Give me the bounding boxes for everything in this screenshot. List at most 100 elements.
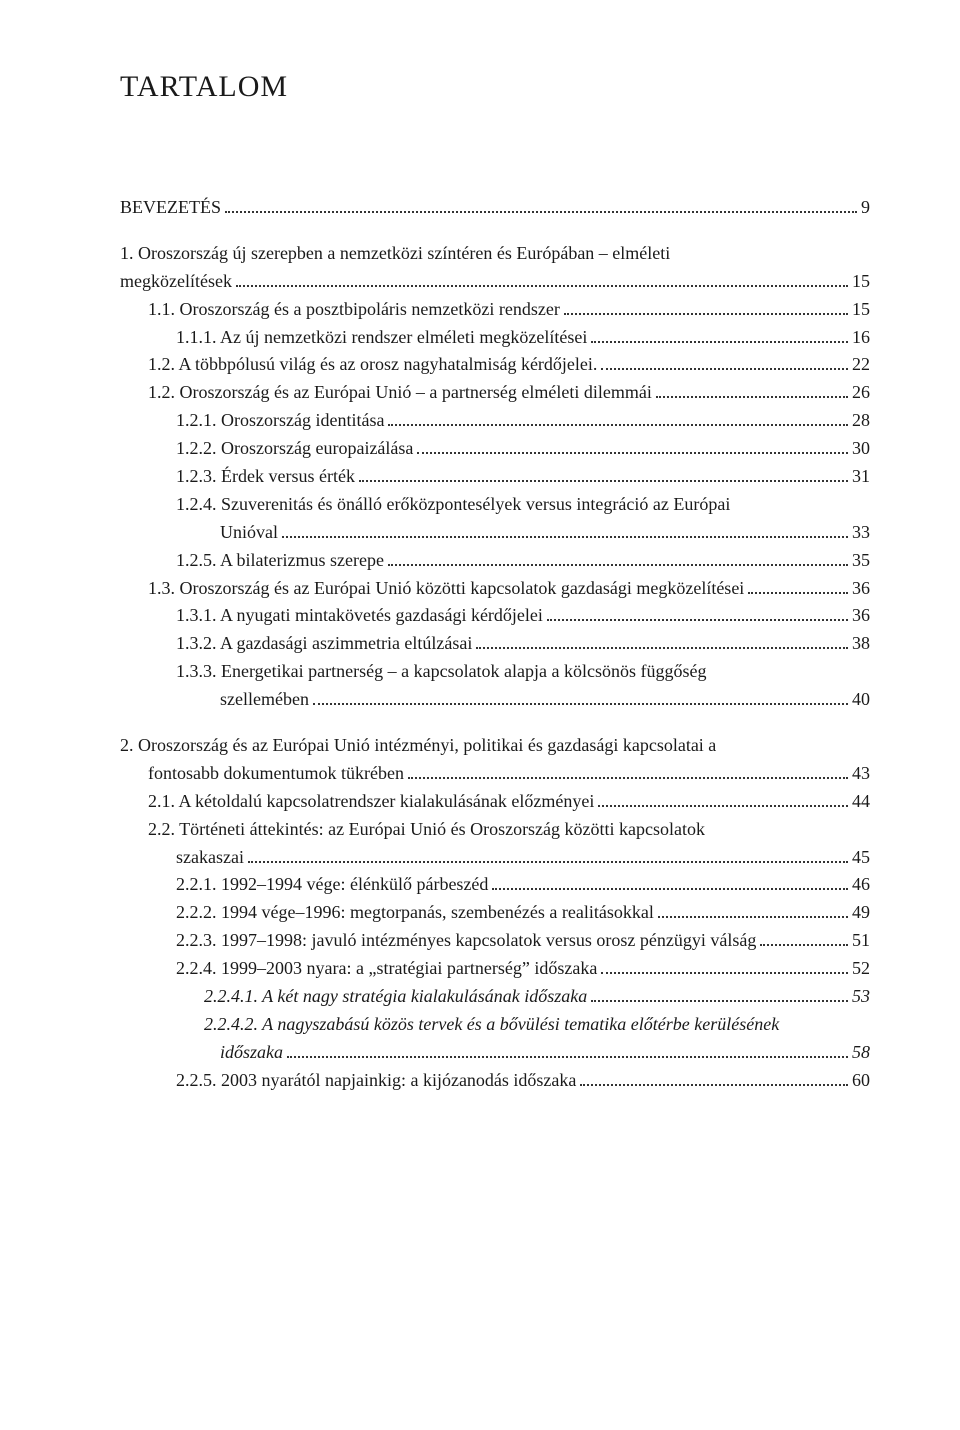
toc-leaders	[656, 384, 848, 399]
toc-page-number: 36	[852, 575, 870, 603]
toc-row: 1. Oroszország új szerepben a nemzetközi…	[120, 240, 870, 268]
toc-leaders	[658, 904, 848, 919]
toc-leaders	[591, 987, 848, 1002]
toc-page-number: 46	[852, 871, 870, 899]
toc-page-number: 45	[852, 844, 870, 872]
toc-row: 2.2.4.1. A két nagy stratégia kialakulás…	[120, 983, 870, 1011]
toc-leaders	[591, 328, 848, 343]
toc-page-number: 15	[852, 268, 870, 296]
toc-label: 2.2.1. 1992–1994 vége: élénkülő párbeszé…	[176, 871, 488, 899]
toc-leaders	[580, 1071, 848, 1086]
toc-row: 1.3.3. Energetikai partnerség – a kapcso…	[120, 658, 870, 686]
toc-page-number: 16	[852, 324, 870, 352]
toc-label: Unióval	[220, 519, 278, 547]
toc-page-number: 31	[852, 463, 870, 491]
toc-page-number: 22	[852, 351, 870, 379]
toc-leaders	[476, 635, 848, 650]
toc-label: időszaka	[220, 1039, 283, 1067]
toc-leaders	[236, 272, 848, 287]
toc-leaders	[388, 551, 848, 566]
toc-label: 2.1. A kétoldalú kapcsolatrendszer kiala…	[148, 788, 594, 816]
toc-row: 1.2.4. Szuverenitás és önálló erőközpont…	[120, 491, 870, 519]
toc-label: 2.2.4. 1999–2003 nyara: a „stratégiai pa…	[176, 955, 597, 983]
toc-label: 1.2.3. Érdek versus érték	[176, 463, 355, 491]
toc-label: 2.2. Történeti áttekintés: az Európai Un…	[148, 816, 705, 844]
toc-leaders	[225, 198, 857, 213]
toc-row: 2.2.4.2. A nagyszabású közös tervek és a…	[120, 1011, 870, 1039]
toc-page-number: 38	[852, 630, 870, 658]
toc-label: BEVEZETÉS	[120, 194, 221, 222]
toc-row: 2.2.4. 1999–2003 nyara: a „stratégiai pa…	[120, 955, 870, 983]
toc-row: 1.1. Oroszország és a posztbipoláris nem…	[120, 296, 870, 324]
toc-label: 1.2.5. A bilaterizmus szerepe	[176, 547, 384, 575]
toc-label: 2.2.5. 2003 nyarától napjainkig: a kijóz…	[176, 1067, 576, 1095]
toc-label: 2.2.4.2. A nagyszabású közös tervek és a…	[204, 1011, 779, 1039]
toc-leaders	[282, 523, 848, 538]
toc-page-number: 58	[852, 1039, 870, 1067]
toc-label: 2.2.2. 1994 vége–1996: megtorpanás, szem…	[176, 899, 654, 927]
toc-leaders	[248, 848, 848, 863]
toc-row: 2.2.3. 1997–1998: javuló intézményes kap…	[120, 927, 870, 955]
toc-label: 2. Oroszország és az Európai Unió intézm…	[120, 732, 716, 760]
toc-page-number: 40	[852, 686, 870, 714]
toc-label: szellemében	[220, 686, 309, 714]
toc-row: 1.2. A többpólusú világ és az orosz nagy…	[120, 351, 870, 379]
toc-leaders	[313, 691, 848, 706]
toc-page-number: 28	[852, 407, 870, 435]
toc-row: 1.2.3. Érdek versus érték 31	[120, 463, 870, 491]
toc-gap	[120, 714, 870, 732]
toc-page-number: 52	[852, 955, 870, 983]
toc-row: fontosabb dokumentumok tükrében 43	[120, 760, 870, 788]
toc-page-number: 49	[852, 899, 870, 927]
toc-gap	[120, 222, 870, 240]
toc-page-number: 51	[852, 927, 870, 955]
toc-label: 1.2.4. Szuverenitás és önálló erőközpont…	[176, 491, 730, 519]
toc-row: Unióval33	[120, 519, 870, 547]
toc-page-number: 35	[852, 547, 870, 575]
toc-label: 1.2.1. Oroszország identitása	[176, 407, 384, 435]
toc-label: 1.3.1. A nyugati mintakövetés gazdasági …	[176, 602, 543, 630]
toc-label: 2.2.4.1. A két nagy stratégia kialakulás…	[204, 983, 587, 1011]
toc-label: 1.3.2. A gazdasági aszimmetria eltúlzása…	[176, 630, 472, 658]
toc-page-number: 43	[852, 760, 870, 788]
toc-title: TARTALOM	[120, 70, 870, 104]
toc-list: BEVEZETÉS91. Oroszország új szerepben a …	[120, 194, 870, 1095]
toc-row: 1.2.2. Oroszország europaizálása 30	[120, 435, 870, 463]
toc-row: szakaszai45	[120, 844, 870, 872]
toc-page-number: 36	[852, 602, 870, 630]
toc-label: 1.3. Oroszország és az Európai Unió közö…	[148, 575, 744, 603]
toc-row: 1.1.1. Az új nemzetközi rendszer elmélet…	[120, 324, 870, 352]
toc-row: 2. Oroszország és az Európai Unió intézm…	[120, 732, 870, 760]
toc-row: 2.1. A kétoldalú kapcsolatrendszer kiala…	[120, 788, 870, 816]
toc-page-number: 30	[852, 435, 870, 463]
toc-label: 1.2. Oroszország és az Európai Unió – a …	[148, 379, 652, 407]
toc-page-number: 53	[852, 983, 870, 1011]
toc-leaders	[287, 1043, 848, 1058]
toc-row: 2.2.5. 2003 nyarától napjainkig: a kijóz…	[120, 1067, 870, 1095]
toc-leaders	[564, 300, 848, 315]
toc-label: fontosabb dokumentumok tükrében	[148, 760, 404, 788]
toc-row: szellemében 40	[120, 686, 870, 714]
toc-leaders	[598, 792, 848, 807]
toc-leaders	[601, 960, 848, 975]
toc-label: megközelítések	[120, 268, 232, 296]
toc-leaders	[601, 356, 848, 371]
toc-page-number: 15	[852, 296, 870, 324]
toc-label: 1.2.2. Oroszország europaizálása	[176, 435, 413, 463]
toc-row: 1.2.1. Oroszország identitása 28	[120, 407, 870, 435]
toc-row: 1.3.2. A gazdasági aszimmetria eltúlzása…	[120, 630, 870, 658]
toc-row: 1.2.5. A bilaterizmus szerepe 35	[120, 547, 870, 575]
toc-label: 1.1.1. Az új nemzetközi rendszer elmélet…	[176, 324, 587, 352]
toc-row: 1.2. Oroszország és az Európai Unió – a …	[120, 379, 870, 407]
toc-label: 1.3.3. Energetikai partnerség – a kapcso…	[176, 658, 707, 686]
toc-leaders	[547, 607, 848, 622]
toc-row: 2.2.2. 1994 vége–1996: megtorpanás, szem…	[120, 899, 870, 927]
toc-label: 2.2.3. 1997–1998: javuló intézményes kap…	[176, 927, 756, 955]
toc-row: 2.2.1. 1992–1994 vége: élénkülő párbeszé…	[120, 871, 870, 899]
toc-leaders	[748, 579, 848, 594]
toc-label: 1. Oroszország új szerepben a nemzetközi…	[120, 240, 670, 268]
toc-page-number: 44	[852, 788, 870, 816]
toc-leaders	[388, 412, 848, 427]
toc-leaders	[408, 764, 848, 779]
toc-leaders	[417, 440, 848, 455]
